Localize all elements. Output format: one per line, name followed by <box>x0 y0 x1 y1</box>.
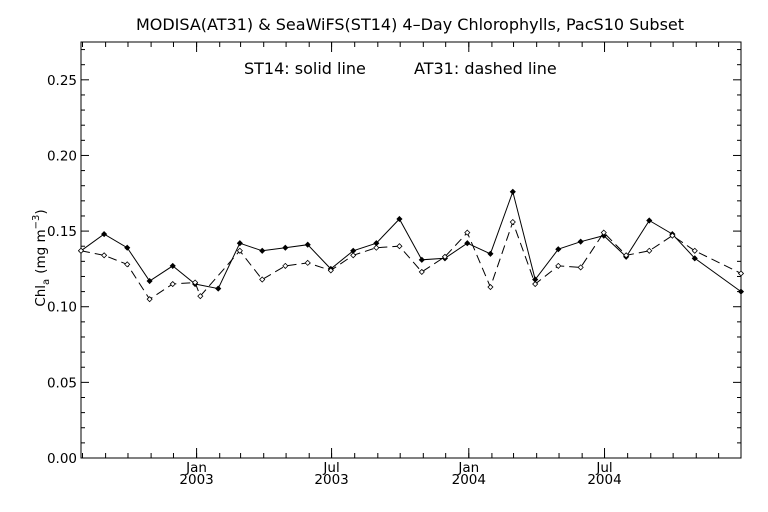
data-point-at31 <box>691 247 698 254</box>
data-point-at31 <box>646 247 653 254</box>
data-point-st14 <box>487 250 494 257</box>
x-tick-month: Jan <box>457 460 479 476</box>
data-point-st14 <box>737 288 745 295</box>
data-point-at31 <box>577 264 584 271</box>
data-point-st14 <box>691 255 698 262</box>
data-point-at31 <box>669 232 676 239</box>
x-tick-year: 2003 <box>314 472 348 488</box>
data-point-at31 <box>396 243 403 250</box>
data-point-st14 <box>236 240 243 247</box>
data-point-at31 <box>600 229 607 236</box>
data-point-at31 <box>77 247 85 254</box>
y-tick-label: 0.10 <box>47 300 77 316</box>
data-point-st14 <box>646 217 653 224</box>
data-point-at31 <box>146 296 153 303</box>
data-point-at31 <box>418 268 425 276</box>
data-point-at31 <box>532 280 539 288</box>
data-point-at31 <box>373 244 380 251</box>
y-axis-label-close: ) <box>33 209 49 214</box>
y-tick-label: 0.20 <box>47 148 77 164</box>
data-point-at31 <box>304 259 311 266</box>
annotation-dashed: AT31: dashed line <box>414 59 557 78</box>
data-point-st14 <box>396 215 403 223</box>
data-point-at31 <box>259 276 266 283</box>
data-point-at31 <box>623 252 630 259</box>
data-point-st14 <box>282 244 289 251</box>
y-tick-label: 0.00 <box>47 451 77 467</box>
data-point-at31 <box>350 252 357 259</box>
chart-title: MODISA(AT31) & SeaWiFS(ST14) 4–Day Chlor… <box>136 15 684 34</box>
annotation-solid: ST14: solid line <box>244 59 366 78</box>
data-point-st14 <box>259 247 266 254</box>
y-axis-label-superscript: −3 <box>31 215 42 230</box>
y-axis: 0.00 0.05 0.10 0.15 0.20 0.25 <box>47 49 741 467</box>
data-point-st14 <box>418 256 425 263</box>
data-point-at31 <box>197 293 204 300</box>
data-point-at31 <box>236 247 243 254</box>
x-tick-month: Jul <box>595 460 612 476</box>
data-point-st14 <box>555 246 562 253</box>
data-point-at31 <box>101 252 108 259</box>
data-point-at31 <box>464 229 471 236</box>
y-tick-label: 0.15 <box>47 224 77 240</box>
x-tick-year: 2004 <box>587 472 621 488</box>
x-tick-month: Jan <box>185 460 207 476</box>
data-point-st14 <box>304 241 311 248</box>
data-point-at31 <box>737 270 745 277</box>
series-at31 <box>77 218 745 303</box>
y-axis-label-unit: (mg m <box>33 229 49 273</box>
data-point-st14 <box>577 238 584 245</box>
y-axis-label: Chla (mg m−3) <box>31 209 52 306</box>
data-point-at31 <box>327 267 334 274</box>
y-axis-label-main: Chl <box>33 285 49 307</box>
data-point-at31 <box>282 262 289 269</box>
data-point-st14 <box>124 244 131 251</box>
data-point-at31 <box>441 253 448 260</box>
series-line-st14 <box>80 190 742 293</box>
data-point-at31 <box>509 218 516 226</box>
data-point-st14 <box>509 188 516 195</box>
series-layer <box>77 188 745 303</box>
x-tick-month: Jul <box>322 460 339 476</box>
data-point-at31 <box>169 280 176 288</box>
data-point-st14 <box>146 277 153 285</box>
series-line-at31 <box>80 220 742 300</box>
plot-frame <box>80 41 742 459</box>
y-axis-label-subscript: a <box>41 279 52 285</box>
data-point-st14 <box>169 262 176 269</box>
data-point-at31 <box>124 261 131 268</box>
series-st14 <box>77 188 745 295</box>
x-tick-year: 2004 <box>452 472 486 488</box>
x-tick-year: 2003 <box>179 472 213 488</box>
data-point-at31 <box>487 283 494 291</box>
y-tick-label: 0.05 <box>47 375 77 391</box>
data-point-at31 <box>555 262 562 269</box>
data-point-st14 <box>101 231 108 238</box>
data-point-st14 <box>464 240 471 247</box>
legend-annotations: ST14: solid line AT31: dashed line <box>244 59 557 78</box>
data-point-st14 <box>215 285 222 292</box>
data-point-at31 <box>192 279 199 286</box>
y-tick-label: 0.25 <box>47 73 77 89</box>
